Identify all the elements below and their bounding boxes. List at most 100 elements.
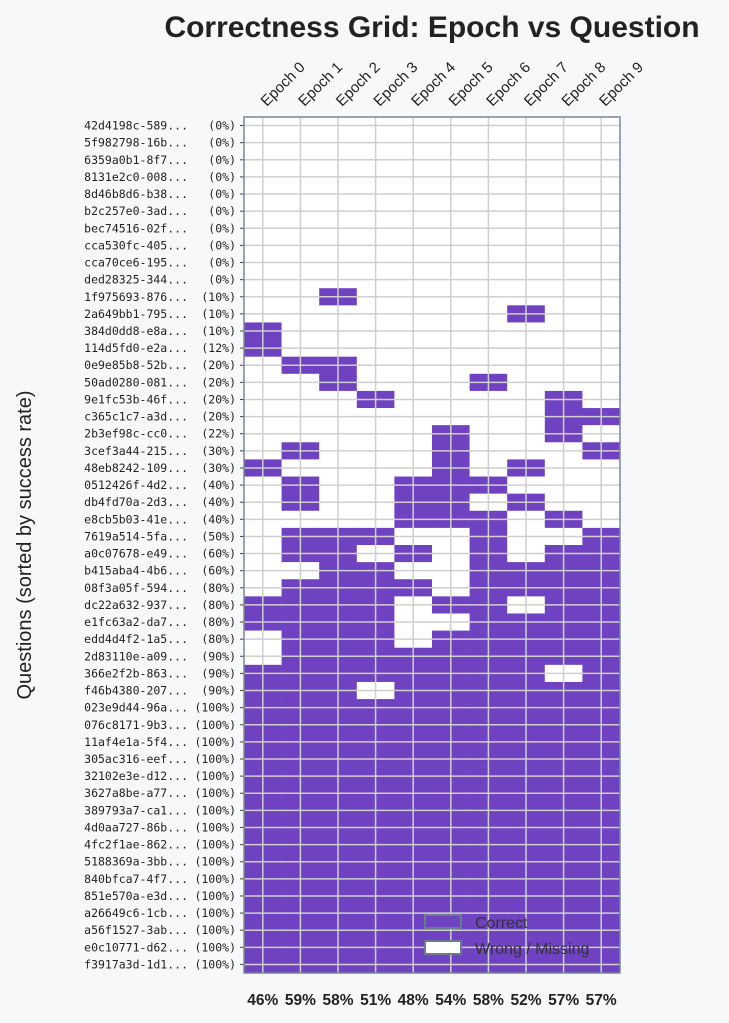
legend-swatch-correct [424, 914, 462, 929]
row-label: 3627a8be-a77... [84, 786, 188, 800]
row-label: 305ac316-eef... [84, 752, 188, 766]
row-label: 389793a7-ca1... [84, 803, 188, 817]
y-axis-label: Questions (sorted by success rate) [14, 390, 36, 699]
row-rate: (100%) [194, 872, 236, 886]
row-label: ded28325-344... [84, 273, 188, 287]
row-rate: (100%) [194, 752, 236, 766]
row-rate: (30%) [201, 461, 236, 475]
row-rate: (40%) [201, 512, 236, 526]
row-rate: (10%) [201, 324, 236, 338]
row-rate: (60%) [201, 547, 236, 561]
column-rate: 59% [285, 992, 316, 1009]
row-rate: (80%) [201, 598, 236, 612]
row-label: b2c257e0-3ad... [84, 204, 188, 218]
row-rate: (100%) [194, 838, 236, 852]
row-rate: (0%) [208, 256, 236, 270]
row-label: 0e9e85b8-52b... [84, 358, 188, 372]
row-rate: (100%) [194, 803, 236, 817]
row-label: 6359a0b1-8f7... [84, 153, 188, 167]
row-label: 023e9d44-96a... [84, 701, 188, 715]
row-label: 851e570a-e3d... [84, 889, 188, 903]
row-rate: (0%) [208, 221, 236, 235]
row-label: b415aba4-4b6... [84, 564, 188, 578]
row-rate: (0%) [208, 136, 236, 150]
row-rate: (50%) [201, 529, 236, 543]
row-label: db4fd70a-2d3... [84, 495, 188, 509]
legend-swatch-wrong [424, 940, 462, 955]
row-rate: (60%) [201, 564, 236, 578]
row-rate: (80%) [201, 632, 236, 646]
row-label: 7619a514-5fa... [84, 529, 188, 543]
row-rate: (10%) [201, 307, 236, 321]
column-rate: 48% [398, 992, 429, 1009]
row-label: 2a649bb1-795... [84, 307, 188, 321]
row-label: 114d5fd0-e2a... [84, 341, 188, 355]
row-label: dc22a632-937... [84, 598, 188, 612]
row-label: 9e1fc53b-46f... [84, 392, 188, 406]
row-rate: (30%) [201, 444, 236, 458]
row-label: e0c10771-d62... [84, 940, 188, 954]
row-label: bec74516-02f... [84, 221, 188, 235]
row-rate: (0%) [208, 204, 236, 218]
row-rate: (100%) [194, 940, 236, 954]
row-rate: (100%) [194, 923, 236, 937]
row-rate: (20%) [201, 375, 236, 389]
row-rate: (80%) [201, 615, 236, 629]
row-label: 384d0dd8-e8a... [84, 324, 188, 338]
row-label: 4d0aa727-86b... [84, 820, 188, 834]
row-label: 0512426f-4d2... [84, 478, 188, 492]
row-rate: (0%) [208, 153, 236, 167]
row-rate: (100%) [194, 718, 236, 732]
legend-label-wrong: Wrong / Missing [475, 941, 589, 958]
row-label: 08f3a05f-594... [84, 581, 188, 595]
row-label: e1fc63a2-da7... [84, 615, 188, 629]
row-rate: (20%) [201, 392, 236, 406]
row-label: a26649c6-1cb... [84, 906, 188, 920]
row-rate: (20%) [201, 410, 236, 424]
column-rate: 54% [435, 992, 466, 1009]
row-label: 076c8171-9b3... [84, 718, 188, 732]
row-rate: (40%) [201, 495, 236, 509]
row-label: 840bfca7-4f7... [84, 872, 188, 886]
row-rate: (100%) [194, 855, 236, 869]
row-rate: (100%) [194, 820, 236, 834]
row-rate: (0%) [208, 238, 236, 252]
column-rate: 46% [247, 992, 278, 1009]
row-rate: (10%) [201, 290, 236, 304]
row-label: 1f975693-876... [84, 290, 188, 304]
row-label: cca530fc-405... [84, 238, 188, 252]
row-label: e8cb5b03-41e... [84, 512, 188, 526]
row-rate: (100%) [194, 735, 236, 749]
row-label: f3917a3d-1d1... [84, 957, 188, 971]
row-rate: (0%) [208, 119, 236, 133]
row-rate: (20%) [201, 358, 236, 372]
row-rate: (90%) [201, 666, 236, 680]
legend: Correct Wrong / Missing [424, 914, 589, 958]
column-rate: 58% [322, 992, 353, 1009]
row-label: edd4d4f2-1a5... [84, 632, 188, 646]
column-rate: 57% [548, 992, 579, 1009]
row-label: 4fc2f1ae-862... [84, 838, 188, 852]
column-rate: 52% [510, 992, 541, 1009]
row-label: a56f1527-3ab... [84, 923, 188, 937]
row-rate: (100%) [194, 769, 236, 783]
row-rate: (12%) [201, 341, 236, 355]
row-label: 50ad0280-081... [84, 375, 188, 389]
chart-title: Correctness Grid: Epoch vs Question [164, 11, 699, 44]
plot-border [243, 116, 621, 974]
legend-label-correct: Correct [475, 915, 528, 932]
row-label: 5f982798-16b... [84, 136, 188, 150]
row-label: cca70ce6-195... [84, 256, 188, 270]
row-label: a0c07678-e49... [84, 547, 188, 561]
row-label: 48eb8242-109... [84, 461, 188, 475]
row-label: 3cef3a44-215... [84, 444, 188, 458]
row-label: 42d4198c-589... [84, 119, 188, 133]
row-label: 366e2f2b-863... [84, 666, 188, 680]
row-rate: (90%) [201, 649, 236, 663]
row-rate: (0%) [208, 170, 236, 184]
row-label: 2b3ef98c-cc0... [84, 427, 188, 441]
row-rate: (22%) [201, 427, 236, 441]
row-rate: (0%) [208, 187, 236, 201]
column-rate: 58% [473, 992, 504, 1009]
